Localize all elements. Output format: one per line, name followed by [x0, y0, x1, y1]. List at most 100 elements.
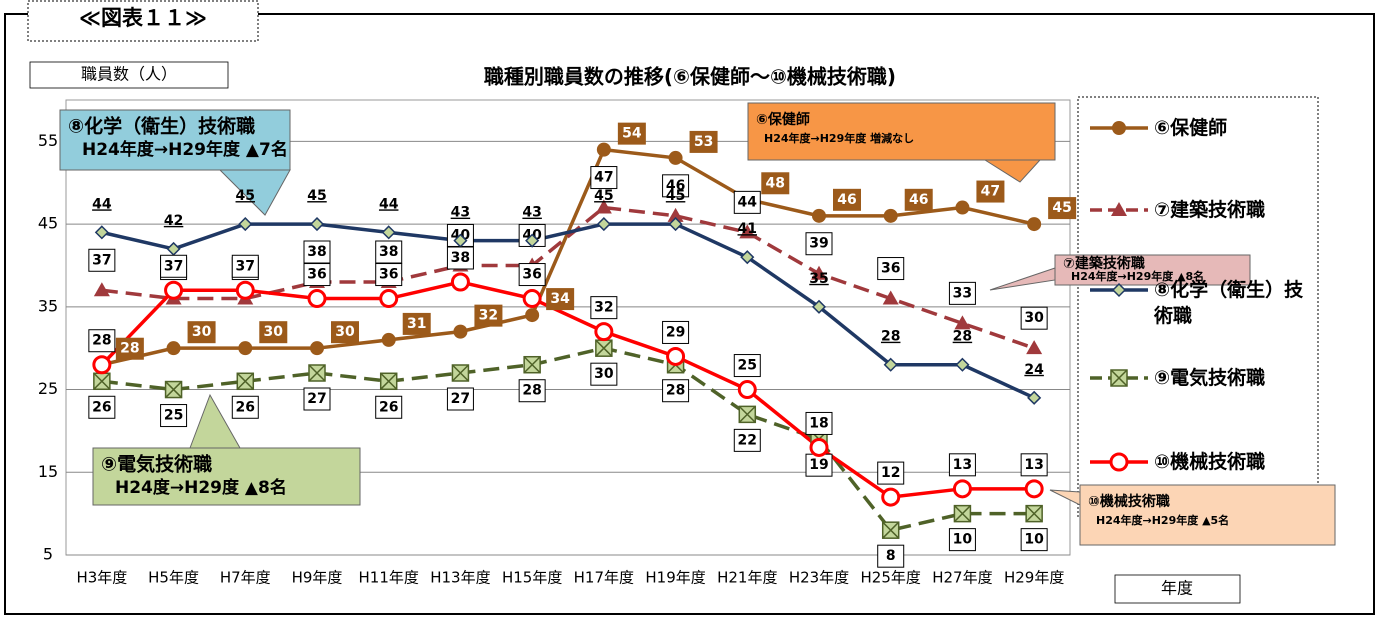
data-label: 8: [886, 548, 896, 564]
marker: [883, 357, 898, 372]
data-label: 45: [307, 188, 326, 204]
label-box: [877, 461, 905, 485]
label-box: [446, 387, 474, 411]
chart-title: 職種別職員数の推移(⑥保健師～⑩機械技術職): [484, 65, 896, 89]
legend-item: ⑩機械技術職: [1086, 449, 1314, 475]
data-label: 34: [550, 291, 570, 307]
marker: [451, 364, 470, 382]
x-tick-label: H13年度: [430, 569, 490, 587]
marker: [594, 322, 614, 342]
data-label: 19: [809, 457, 828, 473]
label-box: [689, 130, 718, 153]
marker: [235, 280, 255, 300]
label-box: [375, 240, 403, 264]
marker: [308, 364, 326, 382]
label-box: [733, 190, 761, 214]
label-box: [231, 395, 259, 419]
label-box: [115, 337, 144, 360]
callout-text: H24年度→H29年度 ▲7名: [82, 139, 288, 160]
marker: [1024, 479, 1044, 499]
x-tick-label: H17年度: [574, 569, 634, 587]
legend-swatch: [1090, 369, 1148, 387]
data-label: 45: [666, 188, 685, 204]
marker: [1027, 217, 1042, 232]
marker: [379, 289, 399, 309]
marker: [1027, 390, 1042, 405]
legend-marker: [1111, 202, 1127, 216]
marker-cross: [882, 521, 900, 539]
marker: [93, 282, 110, 297]
x-tick-label: H27年度: [932, 569, 992, 587]
data-label: 26: [236, 399, 255, 415]
data-label: 36: [522, 267, 541, 283]
marker-cross: [1025, 505, 1043, 523]
x-tick-label: H5年度: [148, 569, 199, 587]
label-box: [303, 263, 331, 287]
marker-cross: [165, 381, 183, 399]
marker: [310, 341, 324, 356]
label-box: [805, 232, 833, 256]
legend-marker: [1109, 452, 1129, 472]
label-box: [590, 166, 618, 190]
data-label: 32: [479, 308, 498, 324]
legend-item: ⑨電気技術職: [1086, 365, 1314, 391]
marker: [881, 521, 900, 539]
marker: [381, 332, 396, 347]
callout-title: ⑦建築技術職: [1063, 255, 1145, 272]
label-box: [88, 248, 116, 272]
marker: [238, 341, 253, 356]
x-tick-label: H9年度: [292, 569, 343, 587]
marker-cross: [236, 372, 254, 390]
marker: [883, 208, 898, 223]
data-label: 33: [953, 285, 972, 301]
data-label: 26: [379, 399, 398, 415]
x-tick-label: H23年度: [789, 569, 849, 587]
callout-pointer: [1049, 489, 1081, 506]
data-label: 10: [1024, 532, 1044, 548]
legend-marker: [1110, 369, 1128, 387]
data-label: 38: [307, 244, 326, 260]
label-box: [402, 312, 431, 335]
data-label: 28: [666, 383, 685, 399]
marker: [668, 150, 683, 165]
data-label: 26: [92, 399, 111, 415]
x-tick-label: H19年度: [645, 569, 705, 587]
legend-swatch: [1090, 282, 1148, 298]
y-tick-label: 25: [38, 379, 58, 398]
data-label: 53: [694, 134, 713, 150]
label-box: [662, 320, 690, 344]
marker: [809, 437, 829, 457]
data-label: 13: [1024, 457, 1043, 473]
marker: [738, 405, 757, 424]
marker: [164, 380, 183, 399]
callout-title: ⑩機械技術職: [1088, 493, 1170, 510]
marker-cross: [738, 405, 756, 423]
marker: [525, 308, 540, 323]
label-box: [160, 254, 188, 278]
x-tick-label: H21年度: [717, 569, 777, 587]
x-tick-label: H29年度: [1004, 569, 1064, 587]
data-label: 46: [666, 178, 685, 194]
legend-label: ⑨電気技術職: [1154, 367, 1266, 389]
label-box: [546, 288, 575, 311]
callout-title: ⑧化学（衛生）技術職: [68, 115, 255, 138]
marker: [450, 272, 470, 292]
label-box: [976, 180, 1005, 203]
data-label: 45: [594, 188, 613, 204]
marker: [525, 233, 540, 248]
data-label: 28: [120, 341, 139, 357]
data-label: 47: [981, 184, 1000, 200]
callout-pointer: [983, 159, 1042, 183]
y-tick-label: 5: [43, 545, 53, 564]
marker: [811, 299, 827, 314]
y-tick-label: 55: [38, 131, 58, 150]
marker: [309, 217, 325, 232]
marker-cross: [308, 364, 326, 382]
data-label: 41: [738, 221, 757, 237]
marker-cross: [93, 372, 111, 390]
label-box: [833, 188, 861, 211]
series-line: [100, 280, 1035, 499]
label-box: [805, 411, 833, 435]
data-label: 35: [809, 271, 828, 287]
data-label: 28: [953, 329, 972, 345]
